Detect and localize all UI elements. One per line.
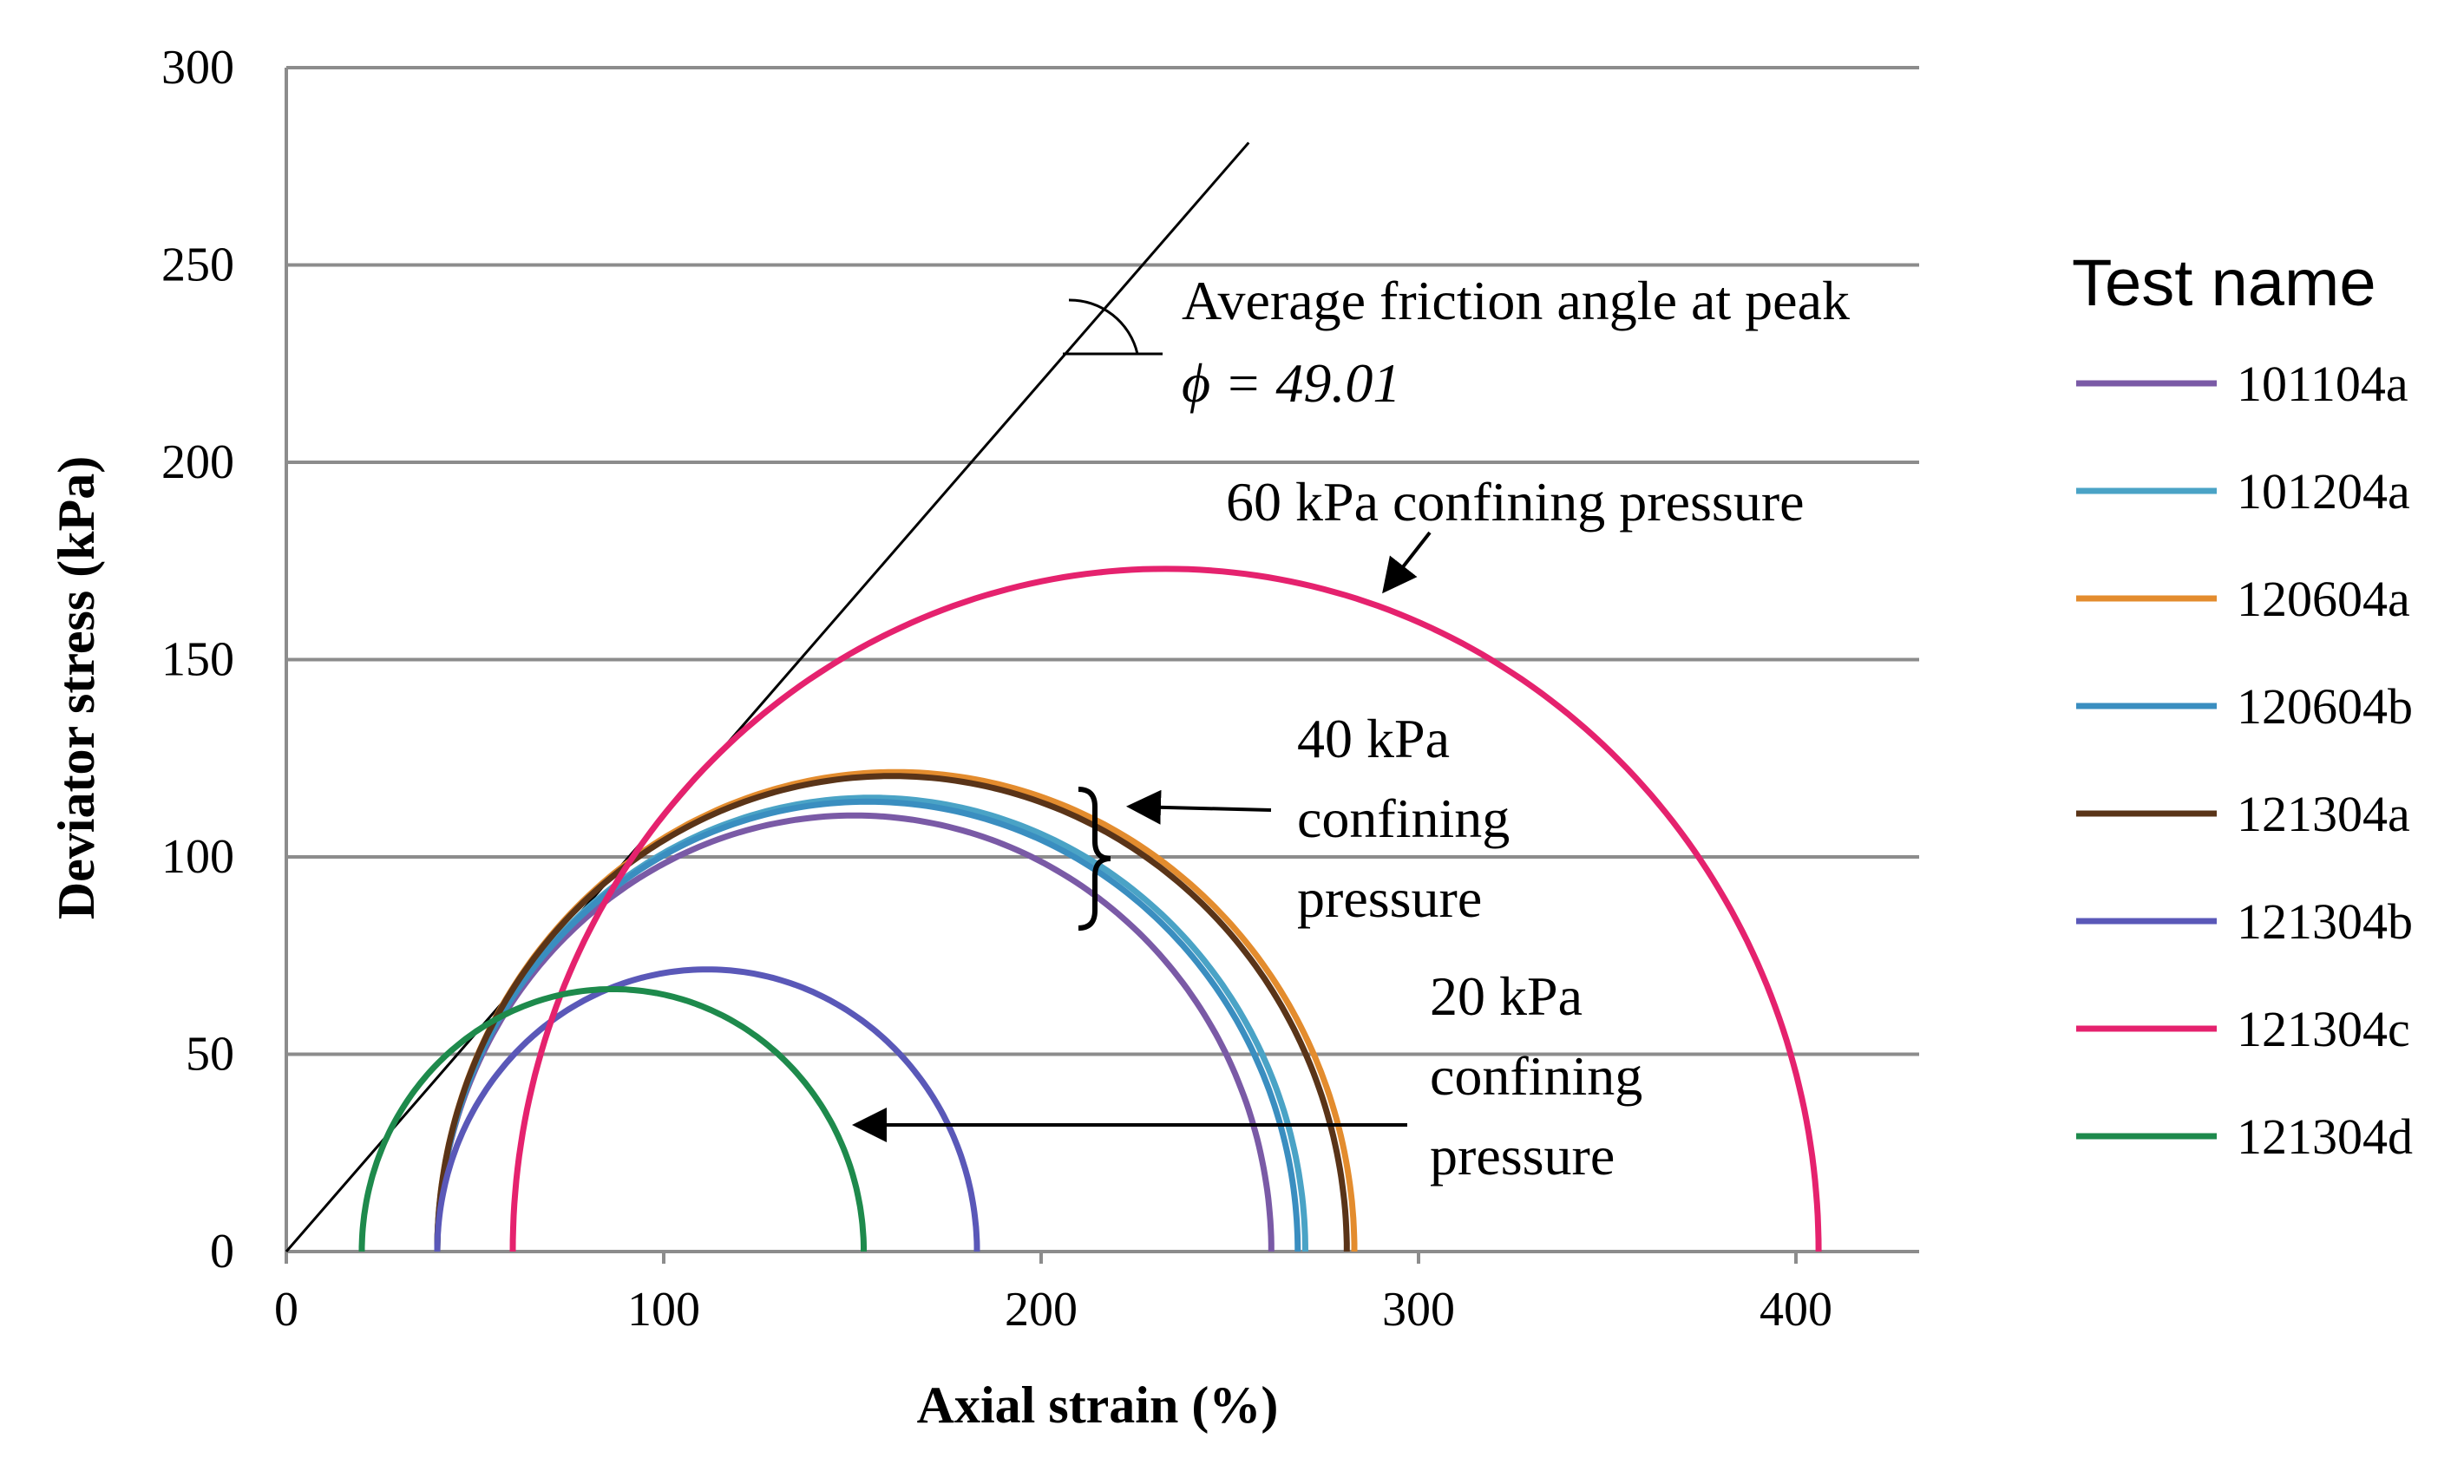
legend-label-121304c: 121304c [2237,1001,2410,1057]
y-tick-label-50: 50 [186,1028,234,1082]
annotation-60kpa: 60 kPa confining pressure [1226,471,1805,594]
mohr-circles [358,565,1822,1252]
y-tick-label-250: 250 [161,239,234,292]
annotation-20kpa-line2: confining [1430,1045,1642,1107]
x-tick-label-100: 100 [627,1283,700,1337]
legend-label-121304a: 121304a [2237,786,2410,842]
axes [285,68,1919,1264]
legend-label-121304b: 121304b [2237,893,2413,950]
x-tick-label-300: 300 [1382,1283,1455,1337]
legend-items: 101104a 101204a 120604a 120604b 121304a 12130… [2076,356,2413,1165]
annotation-60kpa-arrow [1382,531,1432,594]
x-tick-label-400: 400 [1760,1283,1832,1337]
y-tick-labels: 0 50 100 150 200 250 300 [161,41,234,1278]
legend-label-121304d: 121304d [2237,1108,2413,1165]
mohr-circle-120604a [434,768,1358,1252]
legend-title: Test name [2072,246,2376,320]
legend-label-120604b: 120604b [2237,678,2413,735]
friction-angle-value: ϕ = 49.01 [1182,352,1400,414]
y-tick-label-300: 300 [161,41,234,95]
mohr-circle-120604b [434,798,1301,1252]
y-tick-label-0: 0 [210,1225,234,1278]
friction-angle-arc [1068,298,1139,355]
legend-label-101204a: 101204a [2237,463,2410,520]
friction-angle-label: Average friction angle at peak [1182,270,1850,331]
annotation-40kpa-line2: confining [1297,788,1510,849]
y-tick-label-150: 150 [161,633,234,687]
annotation-40kpa-line3: pressure [1297,867,1482,929]
annotation-20kpa-line1: 20 kPa [1430,965,1583,1027]
annotation-40kpa: 40 kPa confining pressure [1078,708,1510,931]
legend: Test name 101104a 101204a 120604a 120604b 12… [2072,246,2413,1165]
annotation-20kpa-line3: pressure [1430,1125,1615,1187]
y-tick-label-200: 200 [161,435,234,489]
annotation-40kpa-brace [1078,787,1111,931]
annotation-40kpa-arrow [1126,789,1272,825]
mohr-circle-121304c [509,565,1822,1252]
mohr-circle-121304a [434,773,1350,1252]
friction-envelope-line [285,141,1250,1252]
y-axis-title: Deviator stress (kPa) [48,456,105,919]
legend-label-120604a: 120604a [2237,571,2410,627]
annotation-40kpa-line1: 40 kPa [1297,708,1450,769]
grid-lines [286,66,1919,1056]
annotation-20kpa: 20 kPa confining pressure [852,965,1642,1187]
mohr-circle-121304d [358,985,867,1252]
friction-envelope [285,141,1250,1252]
legend-label-101104a: 101104a [2237,356,2408,412]
x-axis-title: Axial strain (%) [917,1376,1279,1434]
mohr-circle-121304b [434,966,980,1252]
x-tick-label-0: 0 [274,1283,298,1337]
x-tick-labels: 0 100 200 300 400 [274,1283,1832,1337]
annotation-60kpa-label: 60 kPa confining pressure [1226,471,1805,533]
x-tick-label-200: 200 [1005,1283,1078,1337]
y-tick-label-100: 100 [161,830,234,884]
friction-angle-annotation: Average friction angle at peak ϕ = 49.01 [1063,270,1850,414]
